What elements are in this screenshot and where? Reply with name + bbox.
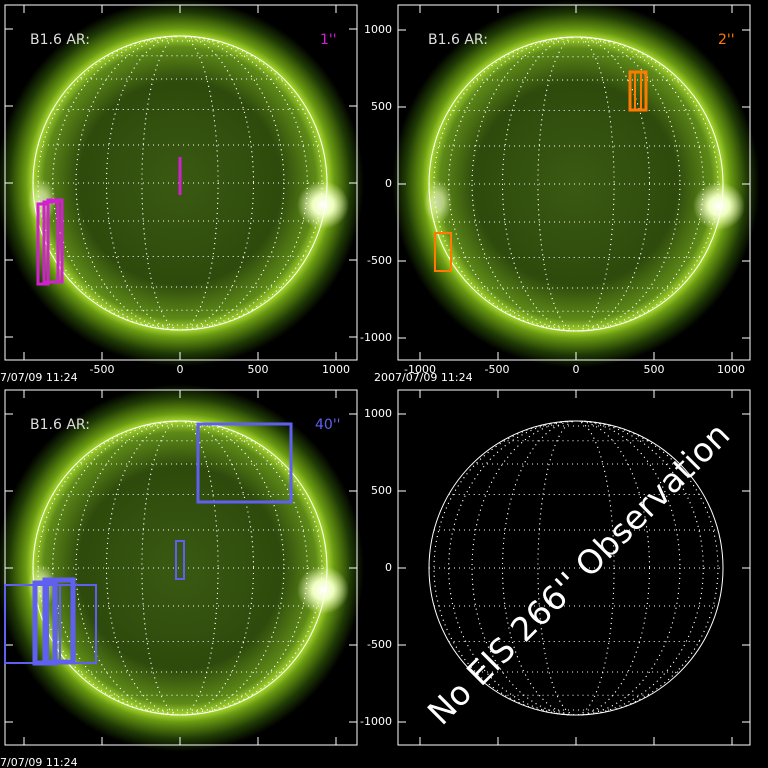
y-tick-label: 0 [385, 177, 392, 190]
overlays [4, 70, 648, 666]
sun-image [0, 384, 364, 752]
panel: -1000 -500 0 500 1000 1000 500 0 -500 -1000 B1.6 A… [360, 0, 760, 384]
panel-label: B1.6 AR: [428, 32, 488, 48]
bright-limb [424, 180, 452, 224]
y-tick-label: 500 [371, 100, 392, 113]
y-tick-label: -1000 [360, 331, 392, 344]
x-tick-label: -1000 [404, 363, 436, 376]
y-tick-label: 500 [371, 484, 392, 497]
y-tick-label: -500 [367, 254, 392, 267]
no-data-message: No EIS 266'' Observation [420, 415, 737, 732]
x-tick-label: 1000 [717, 363, 745, 376]
sun-image [392, 0, 760, 368]
raster-box [175, 540, 185, 580]
raster-box [196, 422, 293, 504]
timestamp: 7/07/09 11:24 [0, 756, 78, 768]
slit-size: 1'' [320, 32, 337, 48]
solar-limb [428, 36, 724, 332]
plot-frame [397, 4, 751, 361]
sun-image [0, 0, 364, 367]
raster-box [46, 198, 64, 284]
x-tick-label: 0 [177, 363, 184, 376]
raster-box [434, 232, 452, 272]
panel: -500 0 500 1000 B1.6 AR: 1'' 7/07/09 11:24 [0, 0, 364, 384]
y-tick-label: -500 [367, 638, 392, 651]
x-tick-label: 0 [573, 363, 580, 376]
panel-label: B1.6 AR: [30, 417, 90, 433]
bright-limb [693, 182, 745, 230]
timestamp: 7/07/09 11:24 [0, 371, 78, 384]
panel: B1.6 AR: 40'' 7/07/09 11:24 [0, 384, 364, 768]
slit-size: 40'' [315, 417, 341, 433]
x-tick-label: 500 [644, 363, 665, 376]
y-tick-label: -1000 [360, 715, 392, 728]
y-tick-label: 0 [385, 561, 392, 574]
bright-limb [297, 181, 349, 229]
bright-limb [297, 566, 349, 614]
solar-limb [32, 35, 328, 331]
solar-limb [32, 420, 328, 716]
x-tick-label: -500 [485, 363, 510, 376]
timestamp: 2007/07/09 11:24 [374, 371, 473, 384]
slit-size: 2'' [718, 32, 735, 48]
x-tick-label: 500 [248, 363, 269, 376]
raster-box [47, 584, 97, 664]
x-tick-label: 1000 [322, 363, 350, 376]
x-tick-label: -500 [90, 363, 115, 376]
panel: 1000 500 0 -500 -1000 No EIS 266'' Observatio… [360, 389, 751, 746]
solar-limb [428, 420, 724, 716]
y-tick-label: 1000 [364, 23, 392, 36]
panel-label: B1.6 AR: [30, 32, 90, 48]
y-tick-label: 1000 [364, 407, 392, 420]
raster-box [634, 71, 642, 111]
